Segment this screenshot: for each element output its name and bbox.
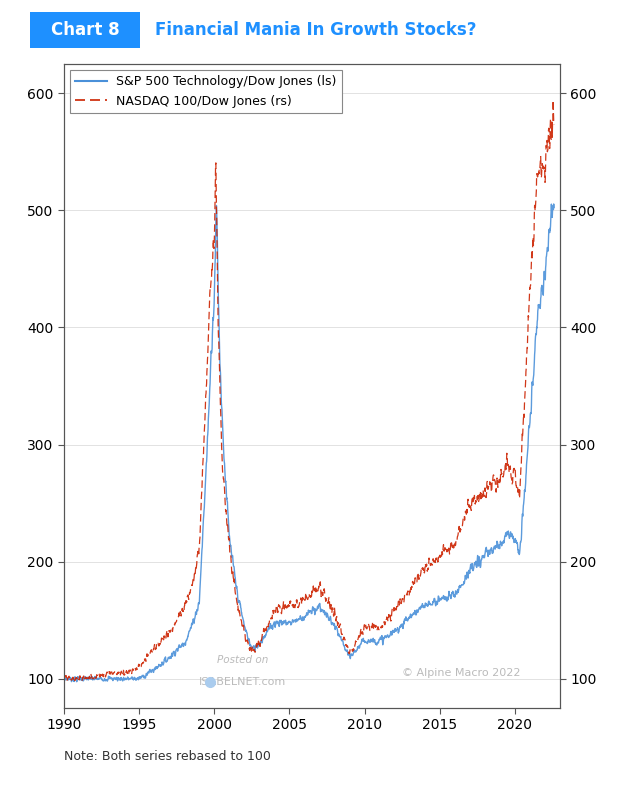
Text: Posted on: Posted on xyxy=(217,654,268,665)
Text: Financial Mania In Growth Stocks?: Financial Mania In Growth Stocks? xyxy=(155,21,477,39)
Text: Chart 8: Chart 8 xyxy=(51,21,119,39)
Text: ISABELNET.com: ISABELNET.com xyxy=(199,678,286,687)
FancyBboxPatch shape xyxy=(30,12,140,48)
Text: Note: Both series rebased to 100: Note: Both series rebased to 100 xyxy=(64,750,271,762)
Text: © Alpine Macro 2022: © Alpine Macro 2022 xyxy=(401,667,520,678)
Legend: S&P 500 Technology/Dow Jones (ls), NASDAQ 100/Dow Jones (rs): S&P 500 Technology/Dow Jones (ls), NASDA… xyxy=(70,70,342,113)
